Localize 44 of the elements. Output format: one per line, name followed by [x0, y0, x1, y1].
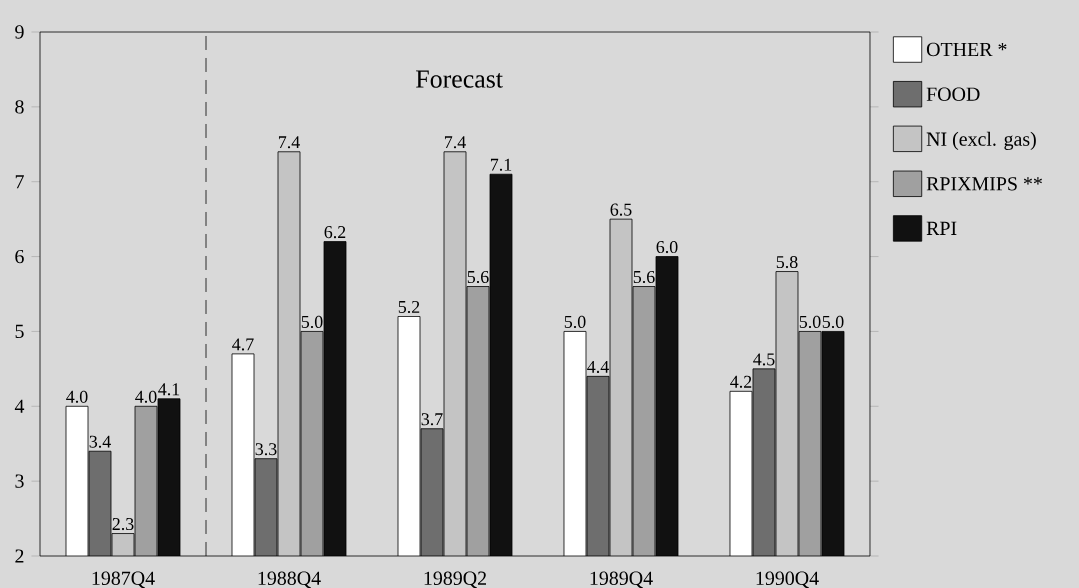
- y-tick-label: 9: [15, 25, 24, 39]
- x-tick-label: 1989Q4: [590, 571, 653, 588]
- legend-label: FOOD: [926, 87, 980, 101]
- data-label: 5.6: [467, 270, 489, 284]
- legend-label: OTHER *: [926, 42, 1007, 57]
- y-tick-label: 8: [15, 100, 24, 114]
- data-label: 6.5: [610, 203, 632, 216]
- data-label: 4.7: [232, 338, 254, 351]
- y-tick-label: 2: [15, 549, 24, 563]
- data-label: 4.2: [730, 375, 752, 388]
- data-label: 5.0: [564, 315, 586, 329]
- data-label: 4.1: [158, 383, 180, 396]
- data-label: 7.4: [444, 136, 466, 149]
- legend-label: RPIXMIPS **: [926, 177, 1042, 191]
- data-label: 3.3: [255, 443, 277, 456]
- legend-label: NI (excl. gas): [926, 131, 1036, 150]
- data-label: 4.0: [66, 390, 88, 403]
- data-label: 4.0: [135, 390, 157, 403]
- data-label: 2.3: [112, 518, 134, 531]
- data-label: 5.0: [799, 315, 821, 329]
- data-label: 6.0: [656, 240, 678, 254]
- x-tick-label: 1989Q2: [424, 571, 487, 588]
- data-label: 5.6: [633, 270, 655, 284]
- data-label: 4.4: [587, 360, 609, 373]
- y-tick-label: 3: [15, 474, 24, 488]
- x-tick-label: 1988Q4: [258, 571, 321, 588]
- y-tick-label: 4: [14, 399, 25, 413]
- annotation: Forecast: [416, 70, 503, 88]
- data-label: 7.4: [278, 136, 300, 149]
- x-tick-label: 1990Q4: [756, 571, 819, 588]
- y-tick-label: 6: [15, 249, 24, 264]
- data-label: 4.5: [753, 353, 775, 366]
- data-label: 5.2: [398, 300, 420, 314]
- x-tick-label: 1987Q4: [92, 571, 155, 588]
- data-label: 5.8: [776, 255, 798, 269]
- data-label: 7.1: [490, 158, 512, 171]
- data-label: 5.0: [301, 315, 323, 329]
- data-label: 5.0: [822, 315, 844, 329]
- data-label: 3.4: [89, 435, 111, 448]
- data-label: 3.7: [421, 413, 443, 426]
- legend-label: RPI: [926, 221, 957, 235]
- data-label: 6.2: [324, 226, 346, 239]
- y-tick-label: 7: [15, 175, 24, 189]
- y-tick-label: 5: [15, 324, 24, 339]
